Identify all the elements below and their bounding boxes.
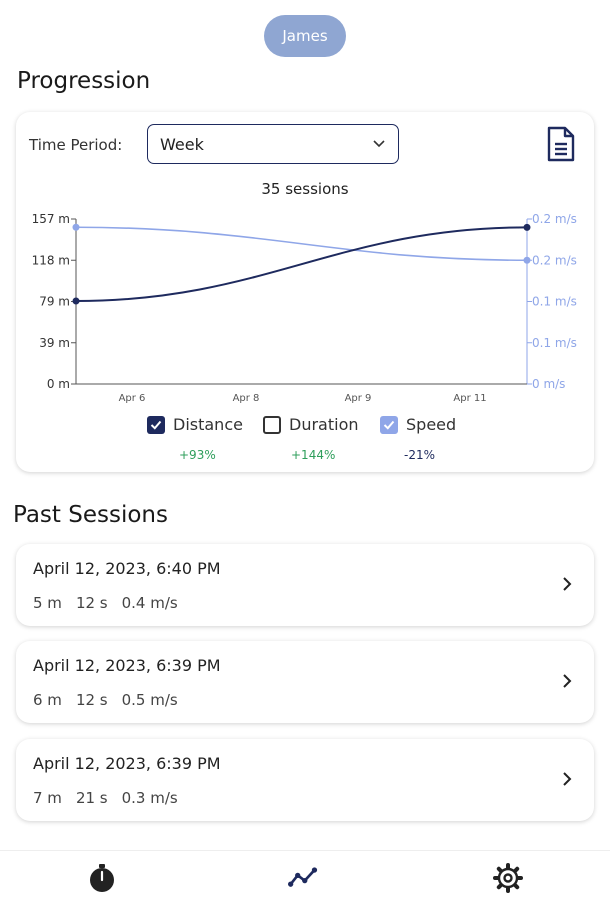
- distance-change: +93%: [179, 448, 216, 462]
- session-date: April 12, 2023, 6:39 PM: [33, 656, 221, 675]
- y-tick-label-left: 39 m: [39, 336, 70, 350]
- time-period-label: Time Period:: [29, 136, 123, 154]
- y-tick-label-right: 0.1 m/s: [532, 336, 577, 350]
- time-period-select[interactable]: Week: [147, 124, 399, 164]
- legend-speed[interactable]: Speed: [380, 415, 456, 434]
- x-tick-label: Apr 6: [119, 393, 146, 404]
- legend-label-speed: Speed: [406, 415, 457, 434]
- distance-series-line: [75, 226, 528, 302]
- session-speed: 0.5 m/s: [121, 691, 178, 709]
- session-duration: 21 s: [75, 789, 108, 807]
- session-date: April 12, 2023, 6:39 PM: [33, 754, 221, 773]
- progression-card: Time Period: Week 35 sessions 157 m 118 m…: [16, 112, 594, 472]
- chevron-right-icon[interactable]: [560, 574, 574, 594]
- y-tick-label-right: 0 m/s: [532, 377, 565, 391]
- legend-duration[interactable]: Duration: [263, 415, 359, 434]
- checkbox-checked-icon[interactable]: [380, 415, 398, 434]
- checkbox-checked-icon[interactable]: [147, 415, 165, 434]
- document-icon[interactable]: [546, 126, 576, 162]
- y-tick-label-left: 79 m: [39, 295, 70, 309]
- chart-line-icon[interactable]: [288, 863, 318, 893]
- y-tick-label-left: 157 m: [32, 212, 70, 226]
- chevron-right-icon[interactable]: [560, 769, 574, 789]
- session-distance: 5 m: [33, 594, 62, 612]
- session-speed: 0.4 m/s: [121, 594, 178, 612]
- session-distance: 6 m: [33, 691, 62, 709]
- y-tick-label-right: 0.1 m/s: [532, 295, 577, 309]
- speed-point: [72, 223, 80, 231]
- x-tick-label: Apr 9: [345, 393, 372, 404]
- session-date: April 12, 2023, 6:40 PM: [33, 559, 221, 578]
- session-stats: 5 m 12 s 0.4 m/s: [33, 594, 178, 612]
- sessions-count: 35 sessions: [261, 180, 349, 198]
- distance-point: [523, 223, 531, 231]
- x-tick-label: Apr 11: [453, 393, 486, 404]
- session-card[interactable]: April 12, 2023, 6:40 PM 5 m 12 s 0.4 m/s: [16, 544, 594, 626]
- past-sessions-title: Past Sessions: [13, 502, 168, 528]
- y-tick-label-left: 0 m: [47, 377, 70, 391]
- chevron-down-icon: [373, 140, 385, 148]
- x-tick-label: Apr 8: [233, 393, 260, 404]
- y-tick-label-right: 0.2 m/s: [532, 212, 577, 226]
- speed-point: [523, 256, 531, 264]
- distance-point: [72, 297, 80, 305]
- gear-icon[interactable]: [493, 863, 523, 893]
- session-duration: 12 s: [75, 691, 108, 709]
- session-card[interactable]: April 12, 2023, 6:39 PM 7 m 21 s 0.3 m/s: [16, 739, 594, 821]
- chevron-right-icon[interactable]: [560, 671, 574, 691]
- y-tick-label-right: 0.2 m/s: [532, 253, 577, 267]
- session-duration: 12 s: [75, 594, 108, 612]
- progression-chart: 157 m 118 m 79 m 39 m 0 m 0.2 m/s 0.2 m/s 0.1 m…: [32, 212, 577, 404]
- stopwatch-icon[interactable]: [87, 863, 117, 893]
- checkbox-unchecked-icon[interactable]: [263, 415, 281, 434]
- time-period-value: Week: [160, 134, 204, 154]
- legend-distance[interactable]: Distance: [147, 415, 243, 434]
- speed-series-line: [75, 226, 528, 262]
- session-distance: 7 m: [33, 789, 62, 807]
- session-stats: 7 m 21 s 0.3 m/s: [33, 789, 178, 807]
- y-tick-label-left: 118 m: [32, 253, 70, 267]
- user-pill[interactable]: James: [264, 15, 346, 57]
- legend-label-distance: Distance: [173, 415, 243, 434]
- speed-change: -21%: [404, 448, 436, 462]
- session-card[interactable]: April 12, 2023, 6:39 PM 6 m 12 s 0.5 m/s: [16, 641, 594, 723]
- legend-label-duration: Duration: [289, 415, 359, 434]
- session-speed: 0.3 m/s: [121, 789, 178, 807]
- duration-change: +144%: [291, 448, 336, 462]
- bottom-nav: [0, 850, 610, 900]
- progression-title: Progression: [17, 68, 151, 94]
- session-stats: 6 m 12 s 0.5 m/s: [33, 691, 178, 709]
